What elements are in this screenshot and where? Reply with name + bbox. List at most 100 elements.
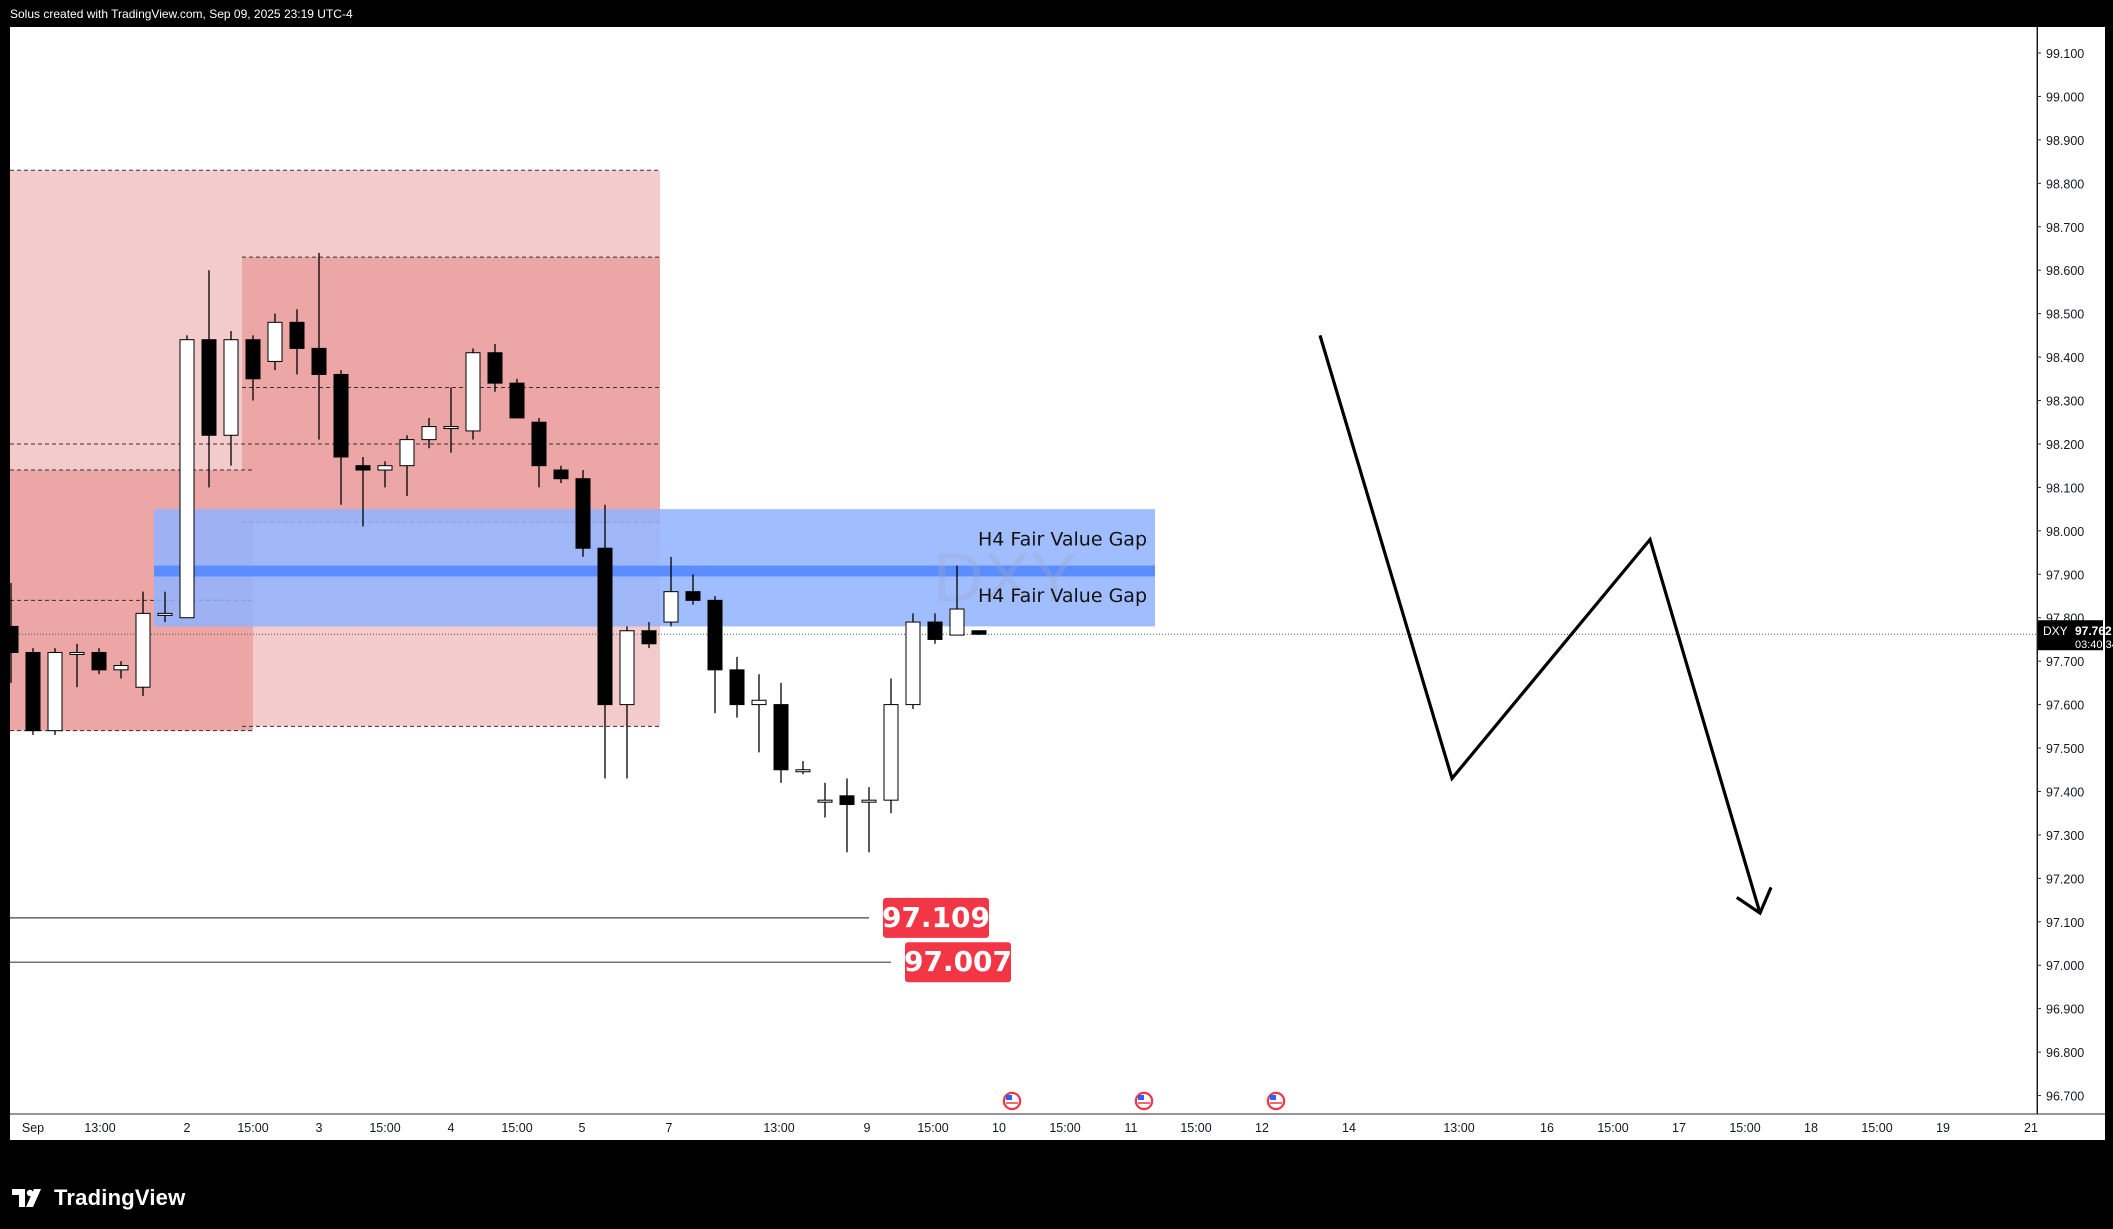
price-tick-label: 97.900 (2046, 568, 2084, 582)
time-tick-label: 15:00 (1049, 1121, 1080, 1135)
time-tick-label: 10 (992, 1121, 1006, 1135)
tradingview-logo[interactable]: TradingView (12, 1185, 185, 1211)
candle-down (91, 651, 107, 671)
candle-down (729, 669, 745, 706)
candle-down (201, 339, 217, 436)
time-tick-label: Sep (22, 1121, 44, 1135)
price-tick-label: 98.200 (2046, 438, 2084, 452)
time-tick-label: 7 (666, 1121, 673, 1135)
candle-down (289, 321, 305, 349)
candle-up (179, 339, 195, 619)
us-flag-event-icon (1133, 1090, 1155, 1112)
candle-down (707, 599, 723, 671)
price-tick-label: 98.900 (2046, 134, 2084, 148)
candle-down (927, 621, 943, 640)
candle-up (377, 465, 393, 471)
brand-name: TradingView (54, 1185, 186, 1210)
projection-path (1318, 334, 1762, 914)
price-tick-label: 97.200 (2046, 872, 2084, 886)
time-tick-label: 11 (1125, 1121, 1138, 1135)
candle-down (575, 478, 591, 549)
time-tick-label: 5 (579, 1121, 586, 1135)
candle-up (949, 608, 965, 636)
time-tick-label: 12 (1255, 1121, 1269, 1135)
us-flag-event-icon (1001, 1090, 1023, 1112)
candle-down (597, 547, 613, 706)
price-tick-label: 97.400 (2046, 785, 2084, 799)
time-tick-label: 13:00 (1443, 1121, 1474, 1135)
candle-down (531, 421, 547, 467)
projection-arrowhead (1735, 886, 1773, 916)
price-tick-label: 96.800 (2046, 1046, 2084, 1060)
candle-down (509, 382, 525, 419)
target-level-label: 97.109 (882, 901, 990, 934)
candle-down (553, 469, 569, 480)
fvg-zone-1 (154, 509, 1155, 570)
last-price-countdown: 03:40:34 (2075, 639, 2113, 651)
price-tick-label: 97.100 (2046, 916, 2084, 930)
candle-down (25, 651, 41, 732)
candle-down (685, 591, 701, 601)
time-axis-area (10, 1114, 2105, 1140)
candle-up (113, 665, 129, 671)
time-tick-label: 9 (864, 1121, 871, 1135)
time-tick-label: 13:00 (763, 1121, 794, 1135)
price-tick-label: 97.700 (2046, 655, 2084, 669)
time-tick-label: 17 (1672, 1121, 1686, 1135)
candle-down (487, 352, 503, 384)
candle-up (905, 621, 921, 706)
price-tick-label: 97.300 (2046, 829, 2084, 843)
price-tick-label: 96.900 (2046, 1003, 2084, 1017)
price-tick-label: 96.700 (2046, 1090, 2084, 1104)
last-price-badge (2038, 620, 2103, 651)
candle-down (773, 704, 789, 771)
price-tick-label: 97.000 (2046, 959, 2084, 973)
price-tick-label: 98.000 (2046, 525, 2084, 539)
time-tick-label: 16 (1540, 1121, 1554, 1135)
time-tick-label: 15:00 (501, 1121, 532, 1135)
last-price-symbol: DXY (2043, 624, 2068, 638)
price-tick-label: 98.100 (2046, 481, 2084, 495)
time-tick-label: 19 (1936, 1121, 1950, 1135)
time-tick-label: 15:00 (369, 1121, 400, 1135)
time-tick-label: 15:00 (1861, 1121, 1892, 1135)
candle-down (641, 630, 657, 645)
candle-down (355, 465, 371, 471)
price-chart[interactable]: DXY H4 Fair Value Gap H4 Fair Value Gap 97.… (0, 27, 2113, 1168)
price-tick-label: 98.400 (2046, 351, 2084, 365)
candle-up (883, 704, 899, 801)
time-tick-label: 2 (184, 1121, 191, 1135)
candle-up (817, 799, 833, 803)
candle-up (663, 591, 679, 623)
time-tick-label: 3 (316, 1121, 323, 1135)
fvg-label: H4 Fair Value Gap (978, 585, 1147, 607)
candle-up (421, 426, 437, 441)
candle-down (839, 795, 855, 806)
price-axis-area (2038, 27, 2105, 1121)
candle-down (333, 373, 349, 458)
target-level-label: 97.007 (904, 945, 1012, 978)
candle-down (971, 630, 987, 635)
attribution-text: Solus created with TradingView.com, Sep … (10, 7, 353, 21)
time-tick-label: 15:00 (237, 1121, 268, 1135)
price-tick-label: 99.100 (2046, 47, 2084, 61)
candle-up (399, 439, 415, 467)
chart-attribution-bar: Solus created with TradingView.com, Sep … (0, 0, 2113, 27)
target-level-badge (905, 942, 1011, 983)
price-tick-label: 97.500 (2046, 742, 2084, 756)
time-tick-label: 4 (448, 1121, 455, 1135)
candle-up (69, 651, 85, 655)
time-tick-label: 15:00 (917, 1121, 948, 1135)
footer-bar: TradingView (0, 1168, 2113, 1229)
time-tick-label: 15:00 (1180, 1121, 1211, 1135)
candle-up (751, 699, 767, 706)
price-tick-label: 97.600 (2046, 699, 2084, 713)
price-tick-label: 98.600 (2046, 264, 2084, 278)
target-level-badge (883, 897, 989, 938)
time-tick-label: 15:00 (1729, 1121, 1760, 1135)
time-tick-label: 14 (1342, 1121, 1356, 1135)
price-tick-label: 99.000 (2046, 90, 2084, 104)
candle-down (311, 347, 327, 375)
us-flag-event-icon (1265, 1090, 1287, 1112)
